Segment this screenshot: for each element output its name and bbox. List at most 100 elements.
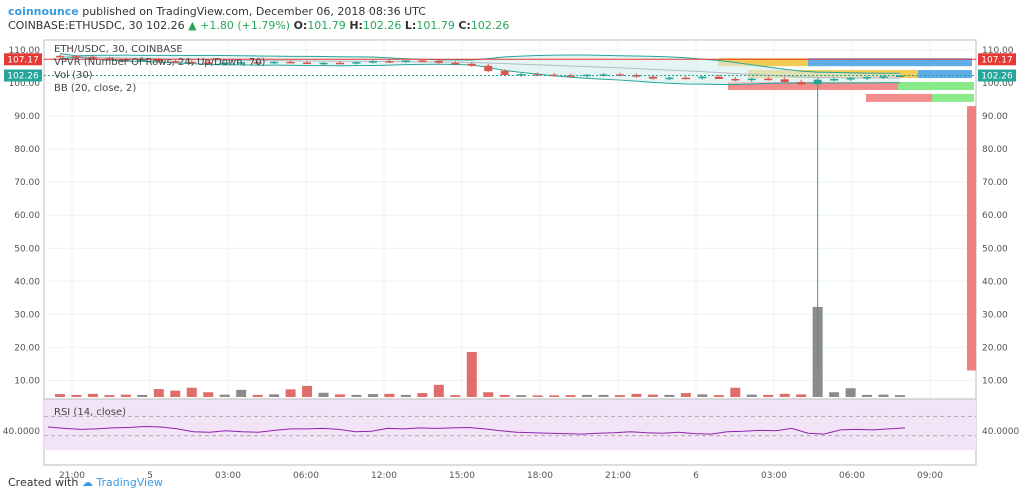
candle-body <box>797 81 806 85</box>
rsi-background <box>44 399 976 450</box>
candle-body <box>863 77 872 79</box>
volume-bar <box>252 394 263 397</box>
candle-body <box>187 61 196 64</box>
candle-body <box>665 77 674 80</box>
volume-bar <box>746 394 757 397</box>
candle-body <box>780 79 789 82</box>
low-label: L: <box>404 19 417 32</box>
candle-body <box>154 59 163 62</box>
volume-bar <box>483 392 494 397</box>
volume-bar <box>433 384 444 397</box>
vpvr-row <box>808 58 972 67</box>
volume-bar <box>203 392 214 397</box>
volume-bar <box>87 393 98 397</box>
volume-bar <box>779 393 790 397</box>
volume-bar <box>829 392 840 397</box>
volume-bar <box>384 393 395 397</box>
candle-body <box>138 59 147 62</box>
candle-body <box>846 78 855 80</box>
candle-body <box>434 60 443 63</box>
volume-bar <box>318 392 329 397</box>
candle-body <box>336 62 344 65</box>
price-tag <box>4 69 42 82</box>
rsi-axis-right: 40.0000 <box>982 427 1019 437</box>
change-arrow-icon: ▲ <box>188 19 197 32</box>
volume-bar <box>417 393 428 397</box>
candle-body <box>533 74 542 76</box>
price-tag <box>4 53 42 66</box>
y-tick-left: 60.00 <box>14 211 40 221</box>
axes: 110.00 110.00 100.00 100.00 90.00 90.00 80.00 8… <box>4 46 1016 481</box>
volume-bar <box>895 395 905 397</box>
candle-body <box>813 79 822 85</box>
volume-bar <box>269 394 280 397</box>
footer-brand[interactable]: TradingView <box>96 476 163 489</box>
x-tick-label: 03:00 <box>761 471 787 481</box>
price-tag-label: 107.17 <box>7 55 39 65</box>
candle-body <box>599 74 608 76</box>
legend-vpvr: VPVR (Number Of Rows, 24, Up/Down, 70) <box>54 57 266 68</box>
y-tick-left: 100.00 <box>9 79 41 89</box>
candle-body <box>385 61 394 63</box>
volume-bar <box>466 352 477 397</box>
volume-bar <box>236 389 247 397</box>
candle-body <box>714 76 723 80</box>
publisher-name[interactable]: coinnounce <box>8 5 79 18</box>
volume-bar <box>450 395 461 397</box>
candlesticks <box>56 54 904 371</box>
volume-bar <box>532 395 543 397</box>
tradingview-logo-icon: ☁ <box>81 476 93 489</box>
rsi-axis-left: 40.0000 <box>3 427 40 437</box>
x-tick-label: 03:00 <box>215 471 241 481</box>
chart-grid <box>44 40 976 450</box>
footer-created: Created with <box>8 476 79 489</box>
y-tick-left: 90.00 <box>14 112 40 122</box>
volume-bar <box>516 395 527 397</box>
volume-bar <box>335 394 345 397</box>
price-tag-label: 102.26 <box>981 72 1013 82</box>
y-tick-right: 10.00 <box>982 376 1008 386</box>
price-chart[interactable]: 40.0000 40.0000 110.00 110.00 100.00 100.00 9… <box>0 32 1024 497</box>
volume-bar <box>55 394 65 397</box>
y-tick-right: 100.00 <box>982 79 1014 89</box>
high-value: 102.26 <box>362 19 402 32</box>
candle-body <box>171 61 180 63</box>
volume-bar <box>730 387 741 397</box>
candle-body <box>698 76 707 79</box>
candle-body <box>88 56 97 59</box>
price-tag-label: 107.17 <box>981 55 1013 65</box>
candle-body <box>500 71 509 76</box>
candle-body <box>204 62 213 64</box>
y-tick-right: 20.00 <box>982 343 1008 353</box>
volume-bar <box>120 394 131 397</box>
legend-vol: Vol (30) <box>54 70 93 81</box>
volume-bar <box>582 394 593 397</box>
candle-body <box>583 74 592 77</box>
volume-bar <box>104 395 115 397</box>
candle-body <box>253 62 262 64</box>
candle-body <box>319 62 328 65</box>
volume-bar <box>713 395 724 397</box>
x-tick-label: 06:00 <box>293 471 319 481</box>
price-tag <box>978 53 1016 66</box>
volume-bar <box>862 394 873 397</box>
y-tick-left: 40.00 <box>14 277 40 287</box>
candle-body <box>270 61 279 64</box>
y-tick-right: 40.00 <box>982 277 1008 287</box>
candle-body <box>72 56 81 58</box>
published-text: published on TradingView.com, December 0… <box>82 5 426 18</box>
rsi-line <box>47 425 906 435</box>
bb-lower <box>59 56 901 86</box>
price-tag <box>978 69 1016 82</box>
candle-body <box>566 75 575 77</box>
volume-bar <box>351 394 362 397</box>
volume-bar <box>647 394 658 397</box>
candle-body <box>368 61 377 63</box>
vpvr-row <box>866 93 932 102</box>
y-tick-right: 70.00 <box>982 178 1008 188</box>
candle-body <box>451 62 460 65</box>
y-tick-right: 80.00 <box>982 145 1008 155</box>
volume-bar <box>170 390 181 397</box>
vpvr-row <box>918 70 972 79</box>
y-tick-left: 80.00 <box>14 145 40 155</box>
